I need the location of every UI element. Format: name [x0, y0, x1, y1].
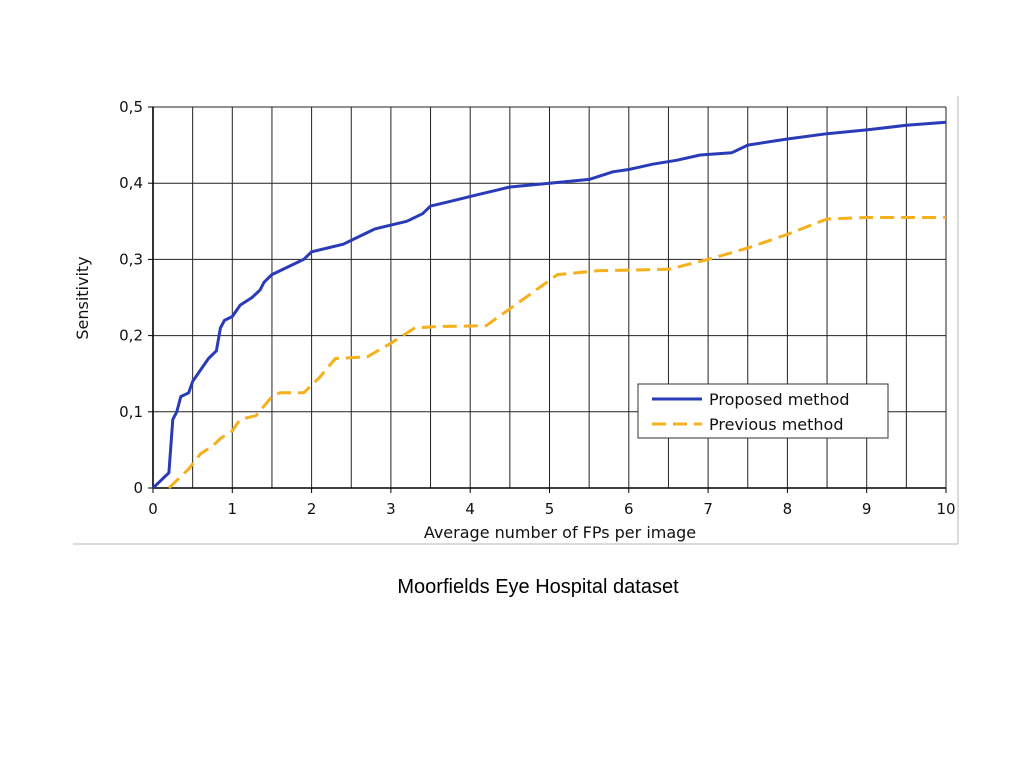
figure-caption: Moorfields Eye Hospital dataset — [397, 576, 679, 598]
x-axis-label: Average number of FPs per image — [424, 523, 696, 542]
x-tick-label: 6 — [624, 500, 634, 518]
y-tick-label: 0 — [133, 479, 143, 497]
legend-entry-label: Proposed method — [709, 390, 850, 409]
y-tick-labels: 0 0,1 0,2 0,3 0,4 0,5 — [119, 98, 143, 497]
series-lines — [151, 120, 947, 490]
series-line-proposed-method — [151, 120, 947, 490]
y-axis-label: Sensitivity — [73, 256, 92, 339]
x-tick-label: 1 — [228, 500, 238, 518]
x-tick-label: 10 — [936, 500, 955, 518]
series-line-previous-method — [167, 216, 946, 490]
legend-box — [637, 383, 889, 439]
y-tick-label: 0,3 — [119, 250, 143, 268]
grid-lines — [148, 106, 947, 493]
y-tick-label: 0,1 — [119, 403, 143, 421]
y-tick-label: 0,5 — [119, 98, 143, 116]
x-tick-label: 4 — [465, 500, 475, 518]
x-tick-label: 9 — [862, 500, 872, 518]
x-tick-labels: 0 1 2 3 4 5 6 7 8 9 10 — [148, 500, 955, 518]
x-tick-label: 0 — [148, 500, 158, 518]
x-tick-label: 7 — [703, 500, 713, 518]
y-tick-label: 0,4 — [119, 174, 143, 192]
plot-frame — [73, 96, 959, 545]
legend: Proposed method Previous method — [637, 383, 889, 439]
x-tick-label: 2 — [307, 500, 317, 518]
x-tick-label: 3 — [386, 500, 396, 518]
legend-entry-label: Previous method — [709, 415, 844, 434]
x-tick-label: 8 — [783, 500, 793, 518]
y-tick-label: 0,2 — [119, 327, 143, 345]
x-tick-label: 5 — [545, 500, 555, 518]
